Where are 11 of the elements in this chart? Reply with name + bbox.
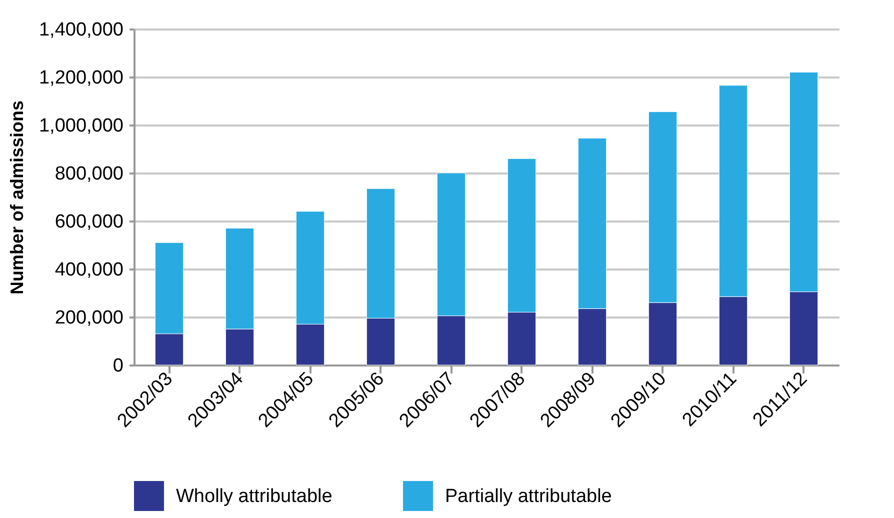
y-tick-label: 600,000 xyxy=(54,212,124,232)
legend-label: Partially attributable xyxy=(445,486,612,507)
y-tick-label: 1,400,000 xyxy=(38,20,124,40)
legend-label: Wholly attributable xyxy=(176,486,332,507)
y-tick-label: 400,000 xyxy=(54,260,124,280)
y-tick-label: 200,000 xyxy=(54,308,124,328)
y-axis-title: Number of admissions xyxy=(6,100,27,295)
y-tick-label: 800,000 xyxy=(54,164,124,184)
y-tick-label: 0 xyxy=(112,356,124,376)
y-tick-label: 1,200,000 xyxy=(38,68,124,88)
y-tick-label: 1,000,000 xyxy=(38,116,124,136)
